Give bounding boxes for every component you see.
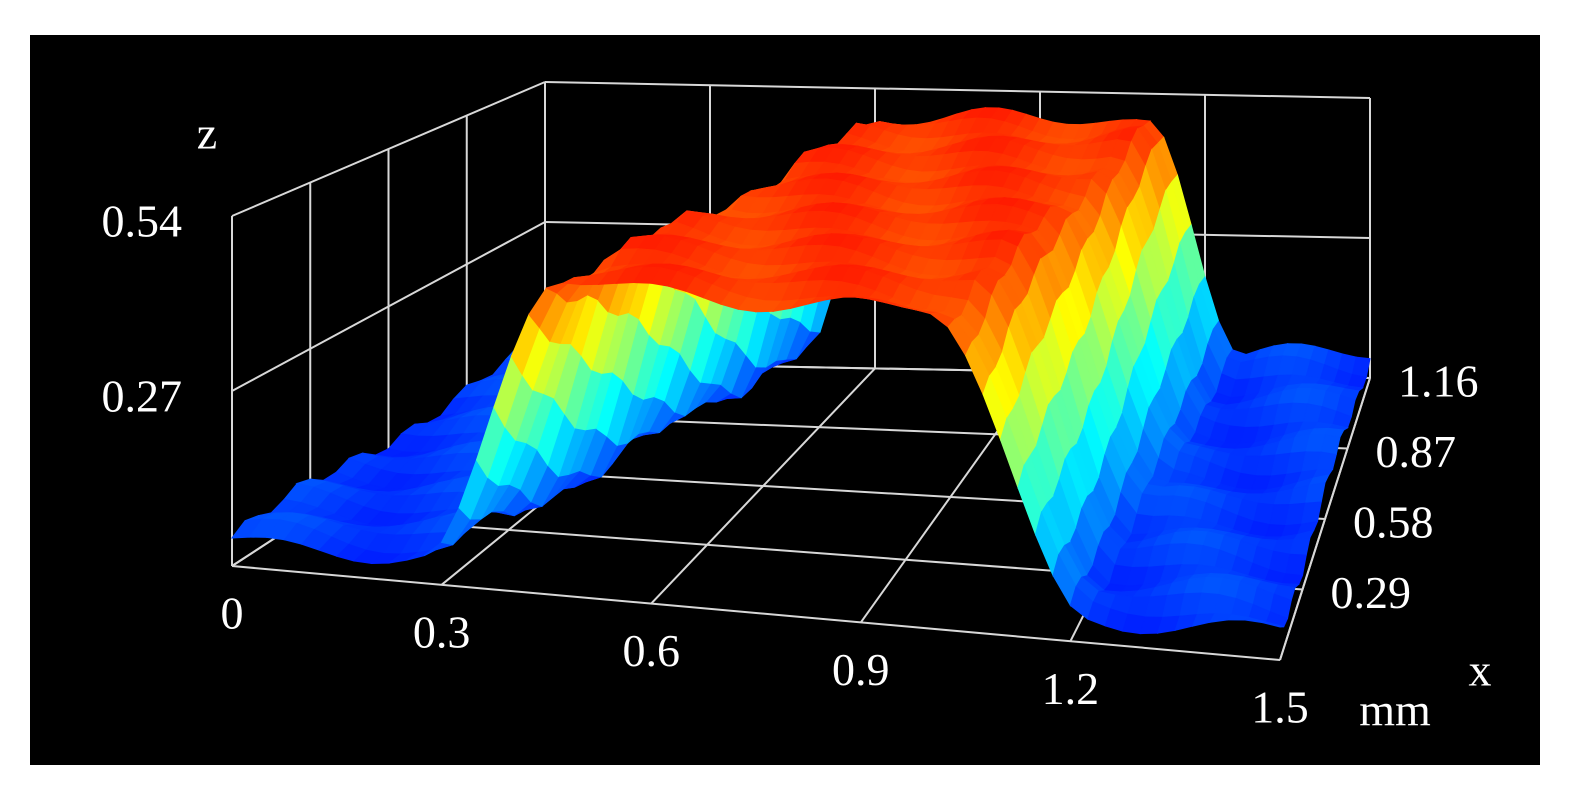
surface [230,107,1371,635]
z-tick-label: 0.54 [102,196,183,247]
grid-line [231,81,546,217]
grid-line [231,221,546,392]
surface-patch [1316,451,1337,471]
x-tick-label: 1.2 [1042,663,1100,714]
x-tick-label: 0.3 [413,606,471,657]
surface-patch [1320,434,1341,456]
z-tick-label: 0.27 [102,371,183,422]
x-tick-label: 0.6 [622,625,680,676]
x-tick-label: 0 [221,588,244,639]
surface-patch [1281,573,1304,585]
z-axis-label: z [197,108,217,159]
labels: 0 0.3 0.6 0.9 1.2 1.5 0.29 0.58 0.87 1.16 0.27 0.54… [102,108,1492,736]
y-tick-label: 1.16 [1398,356,1479,407]
x-tick-label: 0.9 [832,644,890,695]
axis-line [231,565,1281,661]
y-tick-label: 0.29 [1331,567,1412,618]
y-tick-label: 0.58 [1353,497,1434,548]
y-tick-label: 0.87 [1376,426,1457,477]
x-axis-label: x [1469,645,1492,696]
x-tick-label: 1.5 [1251,682,1309,733]
unit-label: mm [1359,685,1431,736]
grid-line [544,81,1371,99]
surface-patch [1285,553,1307,577]
surface-patch [1262,621,1284,628]
